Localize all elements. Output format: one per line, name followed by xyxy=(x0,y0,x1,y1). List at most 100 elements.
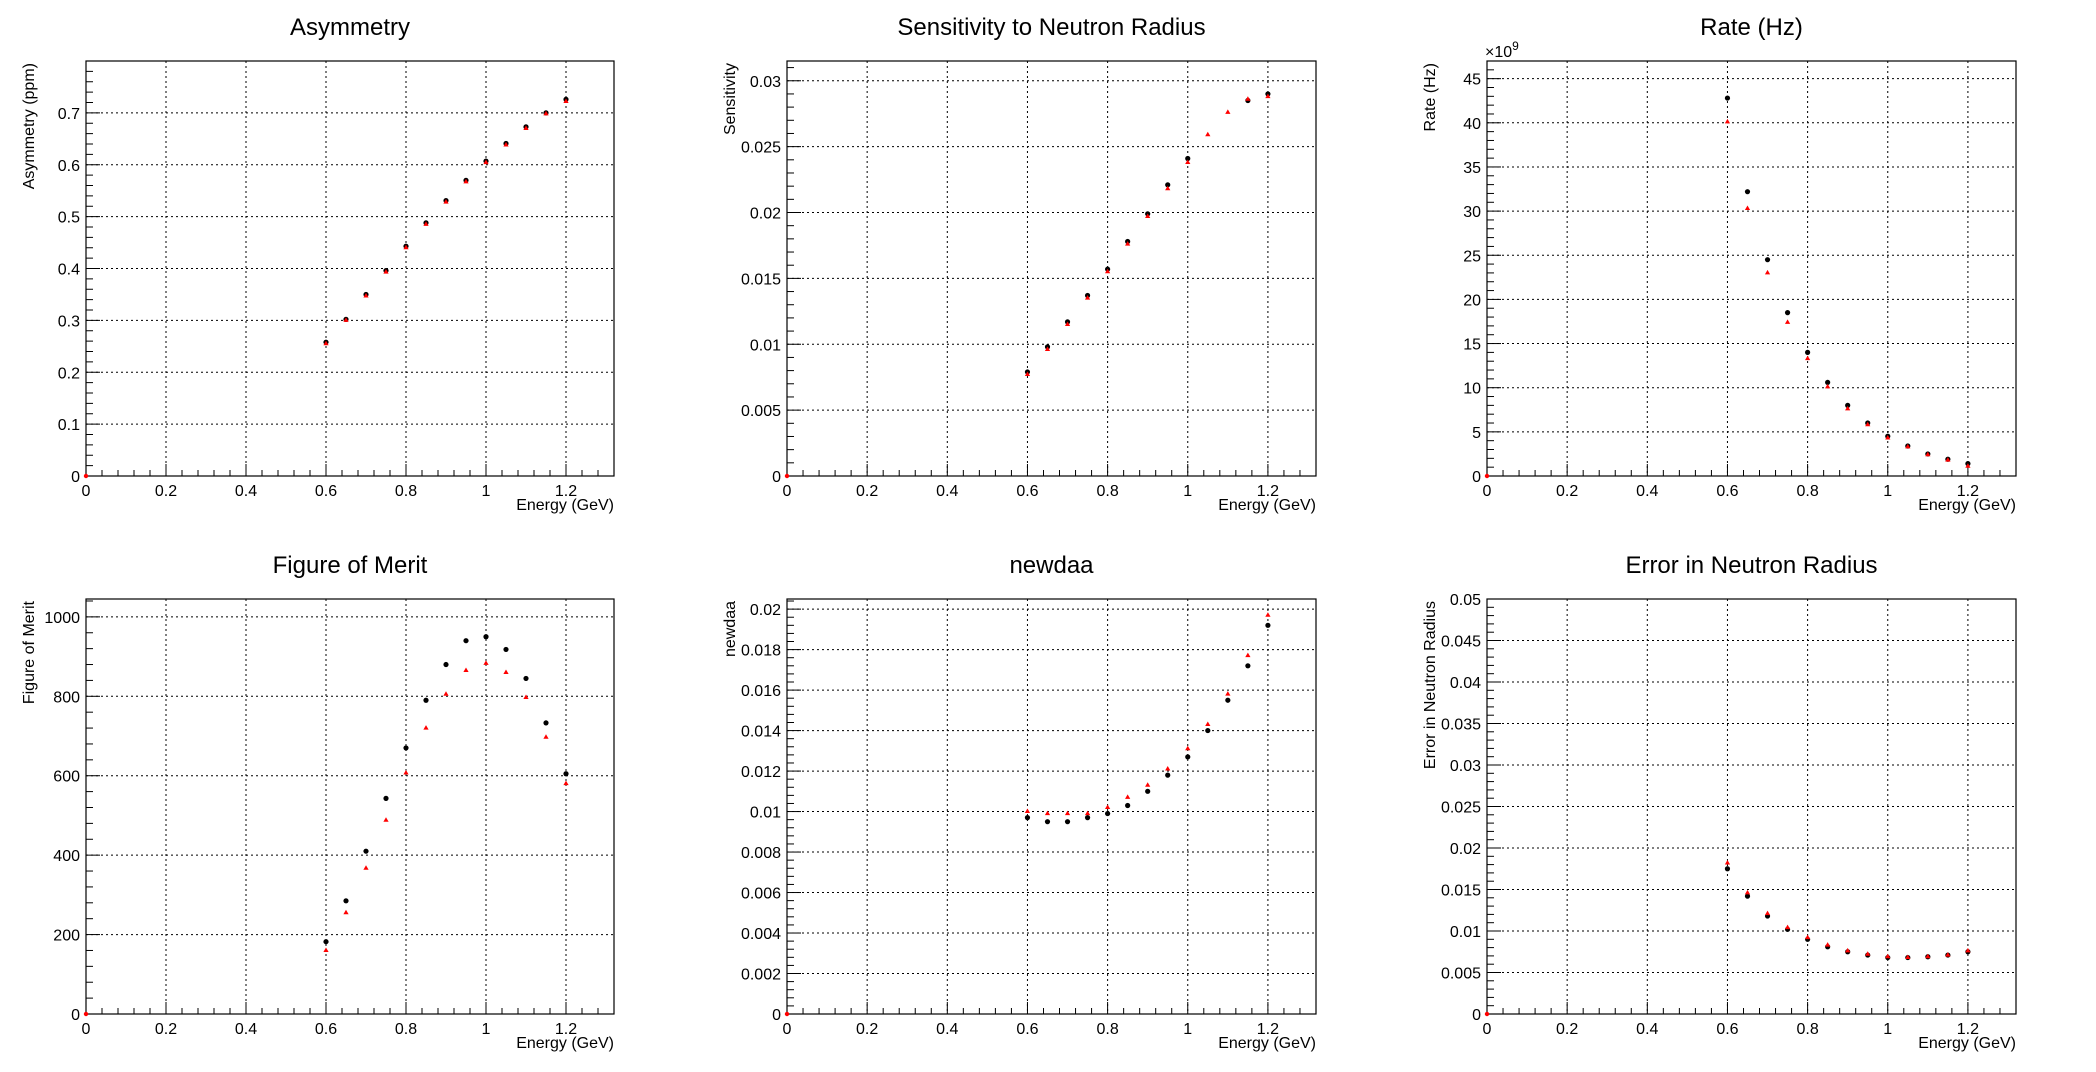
x-tick-label: 1 xyxy=(1883,483,1892,500)
y-tick-label: 0.1 xyxy=(58,417,80,434)
origin-point xyxy=(1484,1011,1490,1017)
data-point-red xyxy=(1724,118,1731,124)
x-tick-label: 0.8 xyxy=(395,1021,417,1038)
x-tick-label: 0.2 xyxy=(856,1021,878,1038)
y-tick-label: 45 xyxy=(1463,72,1481,89)
y-tick-label: 0.03 xyxy=(750,74,781,91)
data-point-red xyxy=(1804,355,1811,361)
data-point-red xyxy=(1784,319,1791,324)
x-axis-label: Energy (GeV) xyxy=(1918,497,2016,514)
data-point-red xyxy=(1104,804,1111,810)
data-point-red xyxy=(463,178,469,184)
y-tick-label: 600 xyxy=(53,769,80,786)
y-axis-label: Error in Neutron Radius xyxy=(1422,601,1439,769)
data-point-black xyxy=(523,675,529,682)
data-point-red xyxy=(563,98,569,103)
y-tick-label: 0.008 xyxy=(741,845,781,862)
x-tick-label: 0.2 xyxy=(155,1021,177,1038)
data-point-red xyxy=(403,769,409,775)
y-tick-label: 0.04 xyxy=(1450,675,1481,692)
x-tick-label: 1.2 xyxy=(1257,1021,1279,1038)
data-point-red xyxy=(1165,185,1171,191)
y-tick-label: 0 xyxy=(1472,469,1481,486)
data-point-red xyxy=(1185,745,1191,751)
x-tick-label: 0.8 xyxy=(395,483,417,500)
data-point-red xyxy=(1945,952,1951,957)
data-point-black xyxy=(1125,802,1131,809)
y-tick-label: 800 xyxy=(53,689,80,706)
data-point-red xyxy=(1865,951,1871,956)
y-tick-label: 0.002 xyxy=(741,967,781,984)
x-tick-label: 0.6 xyxy=(315,1021,337,1038)
data-point-red xyxy=(1784,924,1791,930)
y-tick-label: 0.4 xyxy=(58,262,80,279)
x-tick-label: 0.6 xyxy=(1716,1021,1738,1038)
data-point-black xyxy=(1265,622,1271,628)
data-point-red xyxy=(1064,321,1071,326)
data-point-red xyxy=(1024,371,1031,377)
data-point-red xyxy=(383,269,389,274)
data-point-red xyxy=(1744,889,1751,895)
data-point-red xyxy=(543,110,549,116)
x-tick-label: 0 xyxy=(783,1021,792,1038)
y-tick-label: 0.02 xyxy=(750,206,781,223)
x-tick-label: 1.2 xyxy=(1957,1021,1979,1038)
plot-frame xyxy=(1486,598,2017,1015)
data-point-red xyxy=(343,317,349,322)
x-tick-label: 1 xyxy=(1183,1021,1192,1038)
data-point-red xyxy=(1265,93,1271,99)
data-point-red xyxy=(1845,947,1851,953)
data-point-black xyxy=(1784,310,1791,316)
y-exponent-label: ×109 xyxy=(1485,39,1519,61)
data-point-red xyxy=(1905,954,1911,960)
data-point-red xyxy=(503,142,509,147)
data-point-red xyxy=(1104,268,1111,274)
data-point-red xyxy=(1764,910,1771,916)
data-point-red xyxy=(1865,421,1871,427)
origin-point xyxy=(1484,473,1490,479)
chart-panel: newdaa 0 0.2 0.4 0.6 0.8 1 1.2 0 0.002 0.004 0.006 0… xyxy=(722,552,1317,1052)
data-point-black xyxy=(1185,754,1191,760)
y-tick-label: 0 xyxy=(772,1007,781,1024)
data-point-red xyxy=(1024,808,1031,814)
data-point-red xyxy=(523,125,529,130)
data-point-black xyxy=(463,638,469,644)
data-point-black xyxy=(1064,819,1071,825)
x-tick-label: 0.4 xyxy=(1636,483,1658,500)
x-tick-label: 0.6 xyxy=(1016,483,1038,500)
data-point-black xyxy=(503,646,509,653)
x-tick-label: 1 xyxy=(1883,1021,1892,1038)
data-point-red xyxy=(1905,443,1911,449)
data-point-red xyxy=(1245,96,1251,101)
chart-panel: Figure of Merit 0 0.2 0.4 0.6 0.8 1 1.2 0 200 400 6… xyxy=(21,552,615,1052)
x-tick-label: 0.4 xyxy=(1636,1021,1658,1038)
y-tick-label: 0.004 xyxy=(741,926,781,943)
x-tick-label: 1.2 xyxy=(555,1021,577,1038)
y-tick-label: 30 xyxy=(1463,204,1481,221)
chart-title: Figure of Merit xyxy=(273,552,428,579)
data-point-black xyxy=(1724,95,1731,101)
chart-title: Sensitivity to Neutron Radius xyxy=(897,14,1205,41)
data-point-black xyxy=(343,898,349,904)
y-tick-label: 0 xyxy=(71,469,80,486)
x-axis-label: Energy (GeV) xyxy=(516,497,614,514)
x-tick-label: 0.2 xyxy=(1556,483,1578,500)
data-point-red xyxy=(1724,859,1731,865)
y-tick-label: 0 xyxy=(1472,1007,1481,1024)
data-point-red xyxy=(543,734,549,739)
data-point-black xyxy=(563,771,569,777)
data-point-red xyxy=(1165,766,1171,771)
y-tick-label: 0.006 xyxy=(741,886,781,903)
y-tick-label: 0 xyxy=(71,1007,80,1024)
y-tick-label: 0.005 xyxy=(1441,966,1481,983)
data-point-black xyxy=(483,634,489,640)
x-axis-label: Energy (GeV) xyxy=(1918,1035,2016,1052)
data-point-red xyxy=(1205,131,1211,137)
plot-frame xyxy=(85,598,615,1015)
y-tick-label: 0.025 xyxy=(741,140,781,157)
data-point-black xyxy=(1165,772,1171,778)
data-point-black xyxy=(403,745,409,751)
y-tick-label: 0.02 xyxy=(750,602,781,619)
chart-title: newdaa xyxy=(1009,552,1094,579)
y-tick-label: 0.015 xyxy=(1441,883,1481,900)
